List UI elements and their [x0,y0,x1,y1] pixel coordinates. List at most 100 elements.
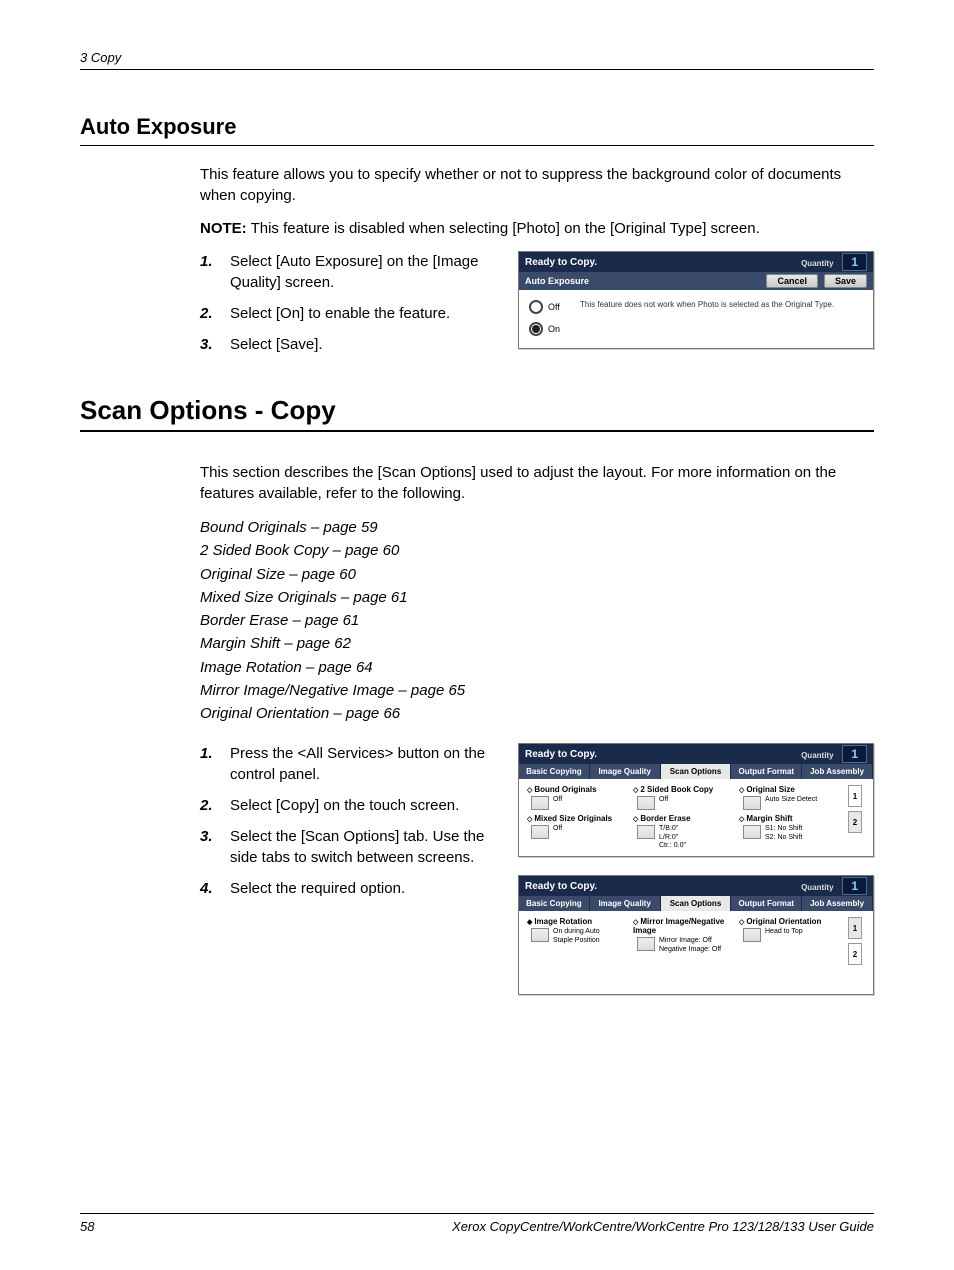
page-tab-2[interactable]: 2 [848,943,862,965]
opt-value: Head to Top [765,928,803,936]
quantity-label: Quantity [801,883,833,892]
opt-title: Mirror Image/Negative Image [633,917,729,935]
reference-list: Bound Originals – page 59 2 Sided Book C… [200,516,874,725]
quantity-label: Quantity [801,751,833,760]
tab-basic-copying[interactable]: Basic Copying [519,896,590,911]
tab-scan-options[interactable]: Scan Options [661,764,732,779]
opt-value: Negative Image: Off [659,946,721,954]
radio-off-label: Off [548,302,560,312]
opt-value: Staple Position [553,937,600,945]
opt-icon [637,796,655,810]
cancel-button[interactable]: Cancel [766,274,818,288]
screenshot-auto-exposure: Ready to Copy. Quantity 1 Auto Exposure … [518,251,874,349]
header-breadcrumb: 3 Copy [80,50,874,70]
radio-on[interactable]: On [529,322,560,336]
ref-item: Mixed Size Originals – page 61 [200,586,874,609]
scan-options-intro: This section describes the [Scan Options… [200,462,874,504]
panel-ready-label: Ready to Copy. [525,749,597,760]
opt-2sided-book-copy[interactable]: 2 Sided Book Copy Off [633,785,729,810]
tab-scan-options[interactable]: Scan Options [661,896,732,911]
tab-output-format[interactable]: Output Format [731,764,802,779]
note-label: NOTE: [200,220,247,237]
opt-value: S2: No Shift [765,834,802,842]
ref-item: Mirror Image/Negative Image – page 65 [200,679,874,702]
opt-margin-shift[interactable]: Margin Shift S1: No Shift S2: No Shift [739,814,835,850]
step-item: Select the required option. [200,878,500,899]
auto-exposure-intro: This feature allows you to specify wheth… [200,164,874,206]
ref-item: Bound Originals – page 59 [200,516,874,539]
ref-item: Border Erase – page 61 [200,609,874,632]
radio-on-label: On [548,324,560,334]
panel-subtitle: Auto Exposure [525,276,589,286]
opt-value: T/B:0" [659,825,686,833]
step-item: Select [Auto Exposure] on the [Image Qua… [200,251,500,293]
tab-basic-copying[interactable]: Basic Copying [519,764,590,779]
step-item: Select [On] to enable the feature. [200,303,500,324]
radio-off[interactable]: Off [529,300,560,314]
panel-info-text: This feature does not work when Photo is… [580,300,834,310]
tab-row: Basic Copying Image Quality Scan Options… [519,896,873,911]
footer-title: Xerox CopyCentre/WorkCentre/WorkCentre P… [452,1219,874,1234]
auto-exposure-steps: Select [Auto Exposure] on the [Image Qua… [200,251,500,355]
opt-value: On during Auto [553,928,600,936]
opt-mirror-negative-image[interactable]: Mirror Image/Negative Image Mirror Image… [633,917,729,954]
scan-options-steps: Press the <All Services> button on the c… [200,743,500,899]
heading-scan-options: Scan Options - Copy [80,395,874,432]
opt-title: Original Orientation [739,917,835,926]
opt-original-size[interactable]: Original Size Auto Size Detect [739,785,835,810]
opt-icon [531,796,549,810]
ref-item: Image Rotation – page 64 [200,656,874,679]
save-button[interactable]: Save [824,274,867,288]
opt-title: Margin Shift [739,814,835,823]
screenshot-scan-options-1: Ready to Copy. Quantity 1 Basic Copying … [518,743,874,857]
opt-value: L/R:0" [659,834,686,842]
tab-image-quality[interactable]: Image Quality [590,764,661,779]
opt-title: Original Size [739,785,835,794]
radio-icon [529,300,543,314]
opt-original-orientation[interactable]: Original Orientation Head to Top [739,917,835,954]
opt-value: Auto Size Detect [765,796,817,804]
opt-icon [637,825,655,839]
opt-icon [531,825,549,839]
opt-icon [531,928,549,942]
quantity-label: Quantity [801,259,833,268]
opt-bound-originals[interactable]: Bound Originals Off [527,785,623,810]
opt-value: Mirror Image: Off [659,937,721,945]
page-footer: 58 Xerox CopyCentre/WorkCentre/WorkCentr… [80,1213,874,1234]
opt-icon [743,928,761,942]
ref-item: Margin Shift – page 62 [200,632,874,655]
page-tab-2[interactable]: 2 [848,811,862,833]
ref-item: Original Orientation – page 66 [200,702,874,725]
opt-title: Border Erase [633,814,729,823]
opt-icon [637,937,655,951]
opt-value: Off [659,796,668,804]
tab-job-assembly[interactable]: Job Assembly [802,896,873,911]
opt-icon [743,796,761,810]
opt-value: Ctr.: 0.0" [659,842,686,850]
step-item: Press the <All Services> button on the c… [200,743,500,785]
auto-exposure-note: NOTE: This feature is disabled when sele… [200,218,874,239]
note-text: This feature is disabled when selecting … [247,220,760,237]
tab-job-assembly[interactable]: Job Assembly [802,764,873,779]
page-tab-1[interactable]: 1 [848,917,862,939]
opt-value: Off [553,825,562,833]
opt-border-erase[interactable]: Border Erase T/B:0" L/R:0" Ctr.: 0.0" [633,814,729,850]
opt-image-rotation[interactable]: Image Rotation On during Auto Staple Pos… [527,917,623,954]
step-item: Select the [Scan Options] tab. Use the s… [200,826,500,868]
tab-image-quality[interactable]: Image Quality [590,896,661,911]
page-tab-1[interactable]: 1 [848,785,862,807]
tab-output-format[interactable]: Output Format [731,896,802,911]
opt-icon [743,825,761,839]
radio-icon [529,322,543,336]
opt-title: Mixed Size Originals [527,814,623,823]
tab-row: Basic Copying Image Quality Scan Options… [519,764,873,779]
opt-value: S1: No Shift [765,825,802,833]
opt-mixed-size-originals[interactable]: Mixed Size Originals Off [527,814,623,850]
ref-item: 2 Sided Book Copy – page 60 [200,539,874,562]
heading-auto-exposure: Auto Exposure [80,114,874,146]
panel-ready-label: Ready to Copy. [525,257,597,268]
quantity-value: 1 [842,877,867,895]
step-item: Select [Copy] on the touch screen. [200,795,500,816]
page-number: 58 [80,1219,94,1234]
opt-title: 2 Sided Book Copy [633,785,729,794]
